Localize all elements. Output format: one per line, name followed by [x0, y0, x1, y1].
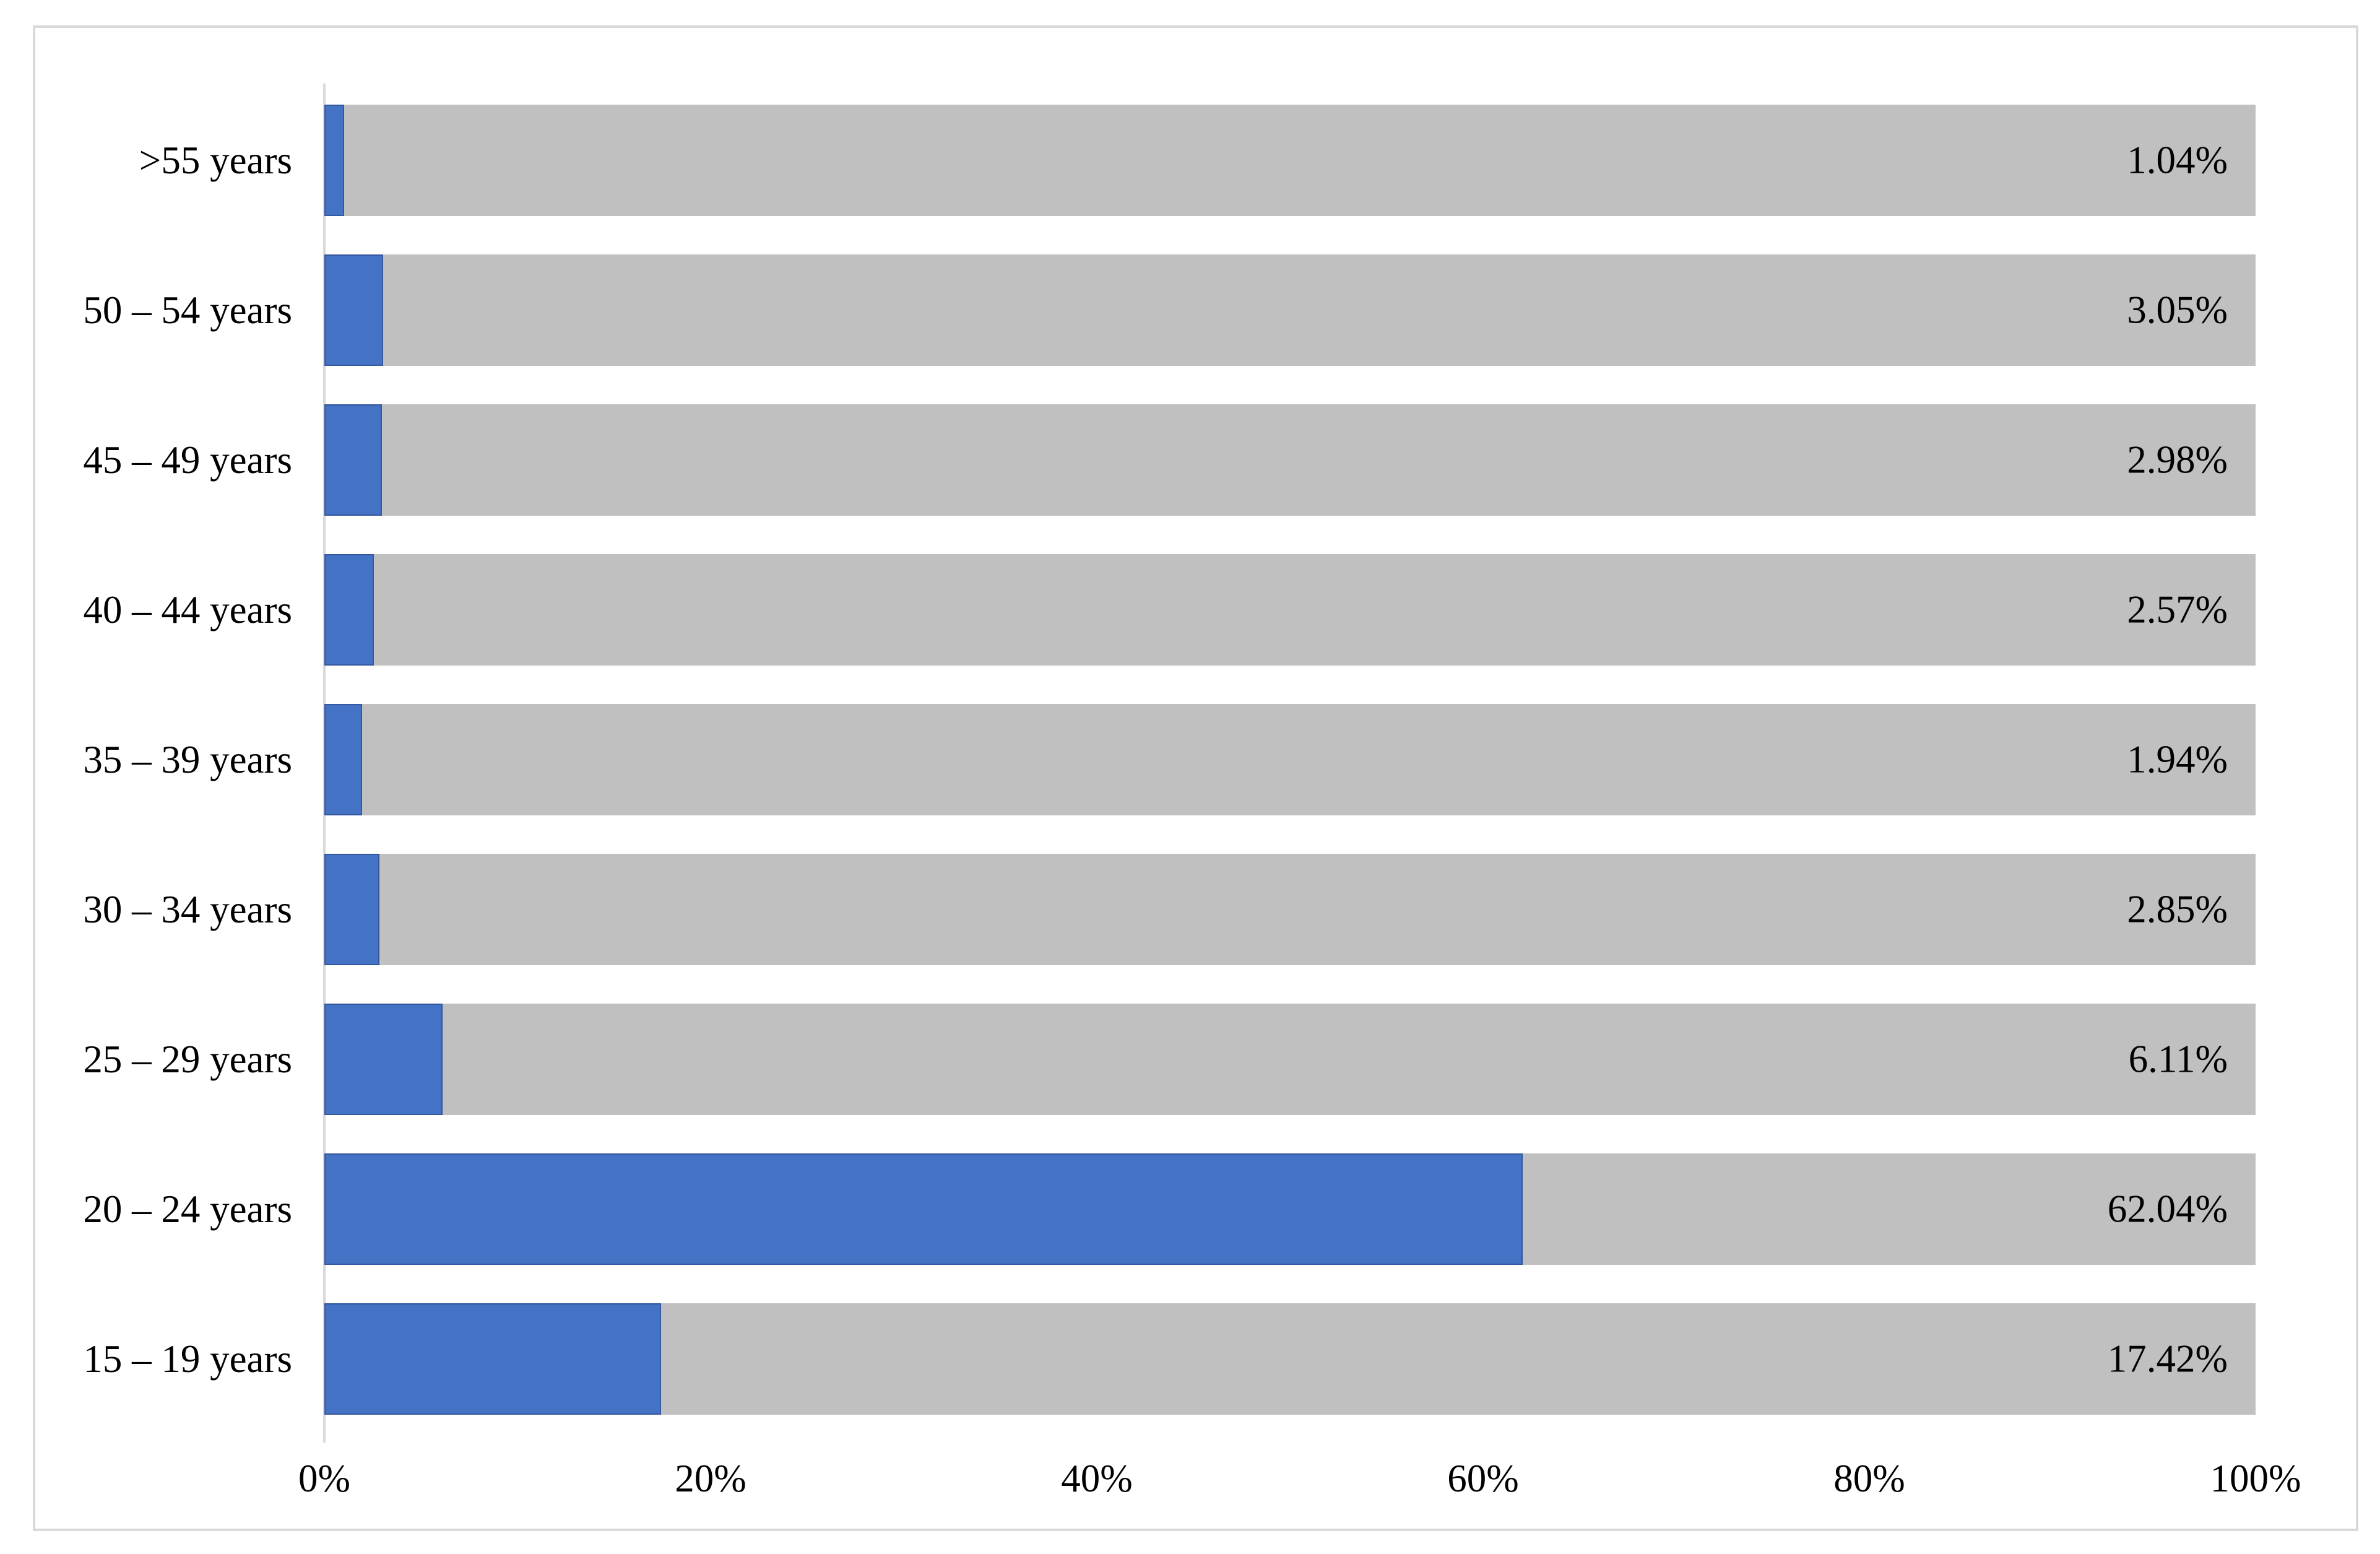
- bar-fill: [324, 704, 362, 815]
- value-label: 1.04%: [2127, 138, 2228, 182]
- category-label: 20 – 24 years: [83, 1187, 292, 1231]
- bar-track: 1.94%: [324, 704, 2256, 815]
- value-label: 3.05%: [2127, 288, 2228, 332]
- value-label: 2.98%: [2127, 438, 2228, 482]
- bar-row: 50 – 54 years 3.05%: [35, 235, 2356, 385]
- bar-track: 2.85%: [324, 854, 2256, 965]
- value-label: 1.94%: [2127, 737, 2228, 781]
- bar-fill: [324, 404, 382, 516]
- bar-track: 6.11%: [324, 1004, 2256, 1115]
- x-tick-label: 40%: [1061, 1457, 1133, 1500]
- bar-fill: [324, 554, 374, 666]
- value-label: 62.04%: [2107, 1187, 2228, 1231]
- bar-fill: [324, 1153, 1523, 1265]
- category-label: 40 – 44 years: [83, 588, 292, 632]
- bar-rows-container: >55 years 1.04% 50 – 54 years 3.05% 45 – 49 …: [35, 85, 2356, 1434]
- bar-fill: [324, 1303, 661, 1415]
- value-label: 17.42%: [2107, 1337, 2228, 1381]
- bar-fill: [324, 254, 384, 366]
- bar-row: 35 – 39 years 1.94%: [35, 685, 2356, 835]
- x-axis: 0% 20% 40% 60% 80% 100%: [298, 1456, 2301, 1506]
- value-label: 6.11%: [2128, 1037, 2228, 1081]
- category-label: 25 – 29 years: [83, 1037, 292, 1081]
- bar-row: 25 – 29 years 6.11%: [35, 984, 2356, 1134]
- value-label: 2.85%: [2127, 887, 2228, 931]
- chart-figure: >55 years 1.04% 50 – 54 years 3.05% 45 – 49 …: [33, 25, 2358, 1531]
- category-label: 35 – 39 years: [83, 737, 292, 781]
- x-tick-label: 0%: [298, 1457, 350, 1500]
- category-label: 50 – 54 years: [83, 288, 292, 332]
- x-tick-label: 60%: [1447, 1457, 1519, 1500]
- bar-fill: [324, 105, 345, 216]
- bar-track: 1.04%: [324, 105, 2256, 216]
- bar-track: 2.57%: [324, 554, 2256, 666]
- bar-track: 62.04%: [324, 1153, 2256, 1265]
- value-label: 2.57%: [2127, 588, 2228, 632]
- bar-row: 40 – 44 years 2.57%: [35, 535, 2356, 685]
- x-tick-label: 20%: [675, 1457, 746, 1500]
- category-label: 30 – 34 years: [83, 887, 292, 931]
- category-label: >55 years: [139, 138, 292, 182]
- bar-row: 20 – 24 years 62.04%: [35, 1134, 2356, 1284]
- bar-fill: [324, 1004, 443, 1115]
- x-tick-label: 100%: [2210, 1457, 2301, 1500]
- x-tick-label: 80%: [1833, 1457, 1905, 1500]
- category-label: 45 – 49 years: [83, 438, 292, 482]
- bar-track: 17.42%: [324, 1303, 2256, 1415]
- bar-track: 3.05%: [324, 254, 2256, 366]
- bar-row: 45 – 49 years 2.98%: [35, 385, 2356, 535]
- bar-track: 2.98%: [324, 404, 2256, 516]
- bar-row: 15 – 19 years 17.42%: [35, 1284, 2356, 1434]
- bar-row: 30 – 34 years 2.85%: [35, 835, 2356, 984]
- bar-fill: [324, 854, 379, 965]
- bar-row: >55 years 1.04%: [35, 85, 2356, 235]
- category-label: 15 – 19 years: [83, 1337, 292, 1381]
